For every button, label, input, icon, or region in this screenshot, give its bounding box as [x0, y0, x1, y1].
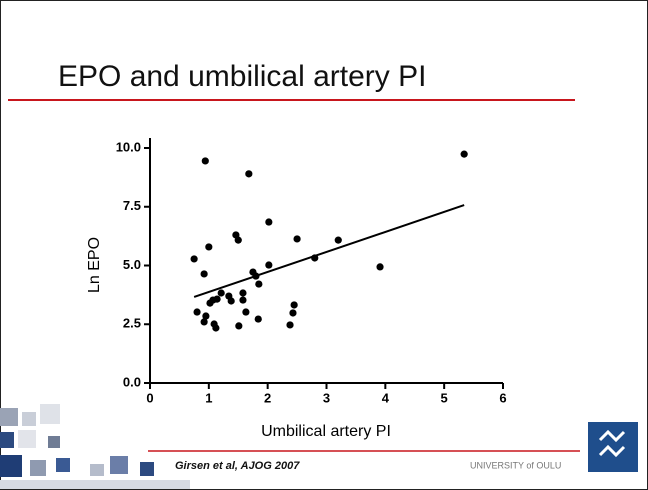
x-tick-label: 3: [323, 390, 330, 405]
y-tick-label: 10.0: [116, 139, 141, 154]
point: [235, 322, 243, 330]
point: [290, 301, 298, 309]
point: [200, 318, 208, 326]
trend-line: [193, 204, 465, 298]
point: [217, 289, 225, 297]
point: [245, 170, 253, 178]
point: [234, 236, 242, 244]
point: [212, 324, 220, 332]
point: [193, 308, 201, 316]
citation: Girsen et al, AJOG 2007: [175, 460, 300, 472]
y-axis-label: Ln EPO: [86, 237, 103, 293]
x-axis-label: Umbilical artery PI: [261, 423, 391, 440]
x-tick-label: 2: [264, 390, 271, 405]
logo: [588, 422, 638, 472]
point: [376, 263, 384, 271]
point: [206, 299, 214, 307]
point: [242, 308, 250, 316]
point: [239, 296, 247, 304]
point: [289, 309, 297, 317]
institution: UNIVERSITY of OULU: [470, 460, 561, 470]
point: [227, 297, 235, 305]
x-tick-label: 6: [499, 390, 506, 405]
y-tick-label: 5.0: [123, 257, 141, 272]
x-tick-label: 1: [205, 390, 212, 405]
x-tick-label: 4: [382, 390, 390, 405]
y-tick-label: 7.5: [123, 198, 141, 213]
point: [293, 235, 301, 243]
y-tick-label: 2.5: [123, 316, 141, 331]
point: [334, 236, 342, 244]
point: [201, 157, 209, 165]
slide-title: EPO and umbilical artery PI: [58, 60, 426, 93]
point: [200, 270, 208, 278]
point: [460, 150, 468, 158]
point: [254, 315, 262, 323]
x-tick-label: 5: [441, 390, 448, 405]
y-tick-label: 0.0: [123, 374, 141, 389]
point: [286, 321, 294, 329]
point: [239, 289, 247, 297]
point: [265, 218, 273, 226]
point: [190, 255, 198, 263]
mosaic: [0, 404, 190, 489]
x-tick-label: 0: [146, 390, 153, 405]
point: [205, 243, 213, 251]
point: [202, 312, 210, 320]
point: [255, 280, 263, 288]
point: [265, 261, 273, 269]
